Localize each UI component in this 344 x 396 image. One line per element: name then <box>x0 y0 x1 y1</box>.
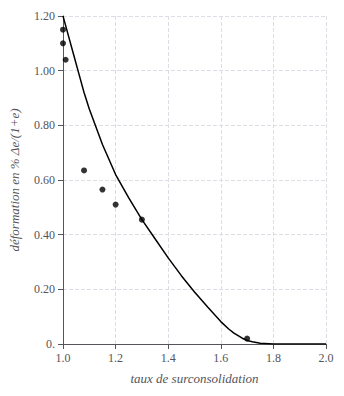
svg-text:1.4: 1.4 <box>161 351 176 365</box>
svg-text:0.: 0. <box>46 337 55 351</box>
svg-text:0.80: 0.80 <box>34 118 55 132</box>
svg-text:1.6: 1.6 <box>213 351 228 365</box>
svg-text:0.20: 0.20 <box>34 282 55 296</box>
svg-text:2.0: 2.0 <box>319 351 334 365</box>
svg-text:1.0: 1.0 <box>56 351 71 365</box>
svg-text:0.60: 0.60 <box>34 173 55 187</box>
svg-text:1.20: 1.20 <box>34 9 55 23</box>
svg-text:déformation en % Δe/(1+e): déformation en % Δe/(1+e) <box>7 108 22 251</box>
svg-text:taux de surconsolidation: taux de surconsolidation <box>130 371 258 386</box>
svg-text:0.40: 0.40 <box>34 228 55 242</box>
svg-text:1.8: 1.8 <box>266 351 281 365</box>
svg-text:1.2: 1.2 <box>108 351 123 365</box>
svg-text:1.00: 1.00 <box>34 64 55 78</box>
